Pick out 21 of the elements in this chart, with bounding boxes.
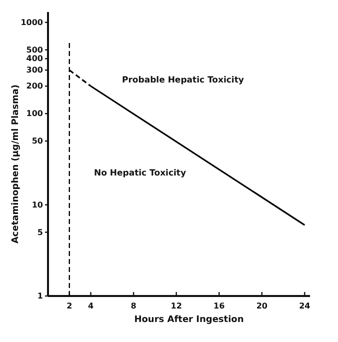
x-tick-label: 20 [256,302,268,311]
x-tick-label: 12 [170,302,182,311]
x-tick-label: 8 [130,302,137,311]
annotation: No Hepatic Toxicity [94,168,186,178]
y-tick-label: 50 [32,136,44,146]
annotation: Probable Hepatic Toxicity [122,75,244,86]
y-tick-label: 300 [26,66,44,75]
y-tick-label: 1 [37,292,44,301]
x-axis-title: Hours After Ingestion [134,315,244,325]
y-tick-label: 10 [32,200,44,210]
y-tick-label: 1000 [20,18,44,27]
y-tick-label: 5 [37,228,44,237]
x-tick-label: 2 [66,302,72,311]
x-tick-label: 24 [299,302,311,311]
y-tick-label: 100 [26,109,44,118]
y-tick-label: 200 [26,82,44,91]
x-tick-label: 16 [214,302,226,311]
y-tick-label: 500 [26,45,44,54]
x-tick-label: 4 [88,302,94,311]
y-tick-label: 400 [26,54,44,64]
y-axis-title: Acetaminophen (µg/ml Plasma) [11,84,21,244]
